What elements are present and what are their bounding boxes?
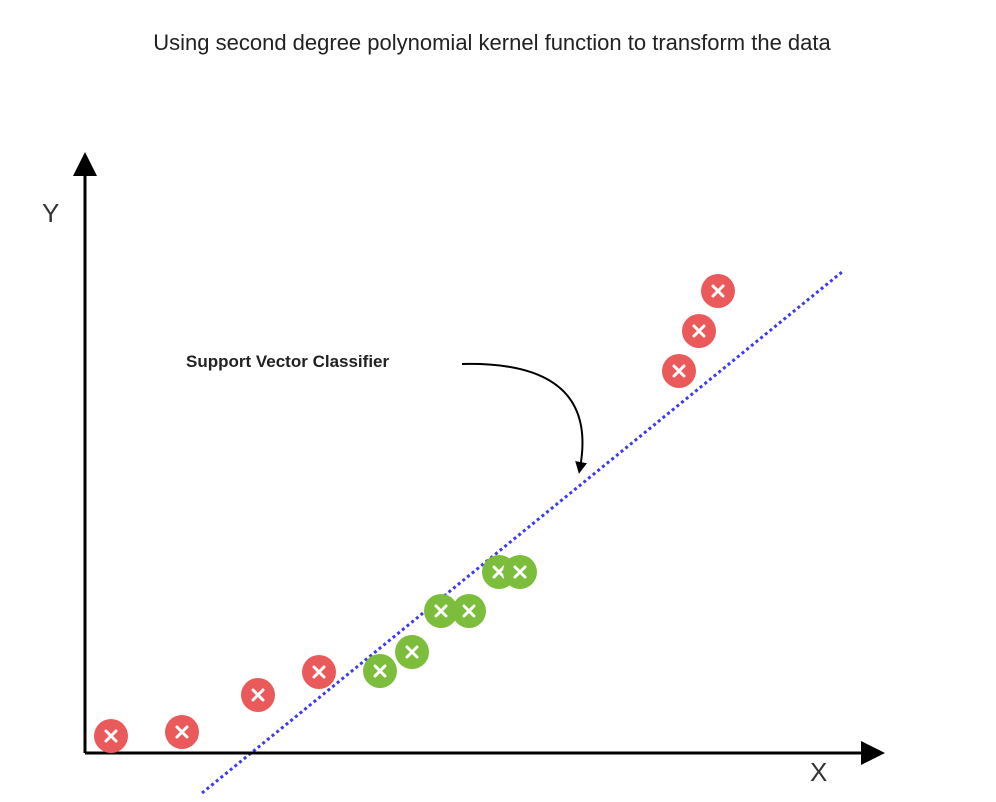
green-data-point: [452, 594, 486, 628]
x-mark-icon: [104, 729, 118, 743]
red-data-point: [682, 314, 716, 348]
x-mark-icon: [405, 645, 419, 659]
data-points: [94, 274, 735, 753]
red-data-point: [241, 678, 275, 712]
green-data-point: [424, 594, 458, 628]
x-mark-icon: [672, 364, 686, 378]
x-mark-icon: [692, 324, 706, 338]
green-data-point: [503, 555, 537, 589]
support-vector-classifier-label: Support Vector Classifier: [186, 352, 390, 371]
diagram-title: Using second degree polynomial kernel fu…: [153, 30, 831, 55]
x-axis-label: X: [810, 757, 828, 787]
x-mark-icon: [492, 565, 506, 579]
green-data-point: [395, 635, 429, 669]
red-data-point: [302, 655, 336, 689]
x-mark-icon: [251, 688, 265, 702]
x-mark-icon: [373, 664, 387, 678]
x-mark-icon: [513, 565, 527, 579]
red-data-point: [94, 719, 128, 753]
y-axis-label: Y: [42, 198, 60, 228]
x-mark-icon: [175, 725, 189, 739]
x-mark-icon: [312, 665, 326, 679]
y-axis-arrowhead: [73, 152, 97, 176]
annotation-arrow: [461, 362, 587, 474]
x-mark-icon: [434, 604, 448, 618]
red-data-point: [662, 354, 696, 388]
x-mark-icon: [462, 604, 476, 618]
red-data-point: [165, 715, 199, 749]
x-axis-arrowhead: [861, 741, 885, 765]
support-vector-classifier-line: [201, 270, 843, 795]
red-data-point: [701, 274, 735, 308]
green-data-point: [363, 654, 397, 688]
x-mark-icon: [711, 284, 725, 298]
